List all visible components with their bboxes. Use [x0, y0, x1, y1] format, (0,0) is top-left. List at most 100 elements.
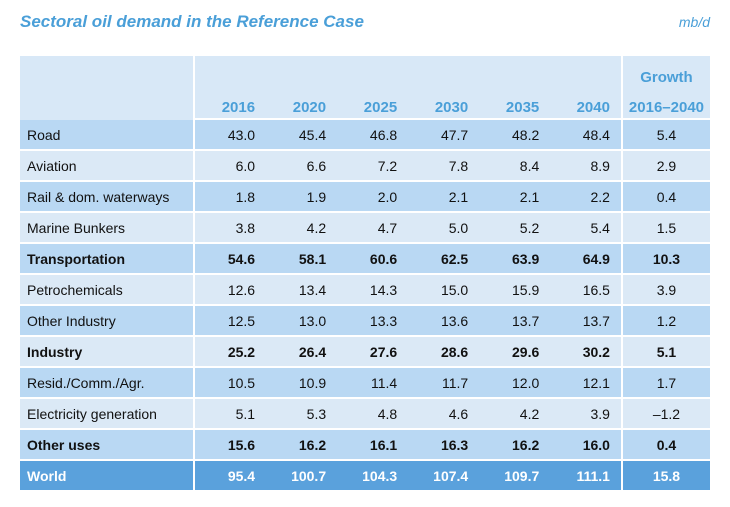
value-cell: 12.1	[550, 368, 621, 399]
oil-demand-table: Growth 2016 2020 2025 2030 2035 2040 201…	[20, 56, 710, 492]
value-cell: 2.1	[479, 182, 551, 213]
value-cell: 6.0	[195, 151, 267, 182]
value-cell: 26.4	[266, 337, 338, 368]
row-label: Petrochemicals	[20, 275, 196, 306]
year-header: 2025	[337, 86, 409, 120]
value-cell: 2.0	[337, 182, 409, 213]
value-cell: 48.4	[550, 120, 621, 151]
value-cell: 13.4	[266, 275, 338, 306]
value-cell: 5.0	[408, 213, 480, 244]
header-blank	[266, 56, 338, 86]
row-label: Resid./Comm./Agr.	[20, 368, 196, 399]
value-cell: 63.9	[479, 244, 551, 275]
value-cell: 64.9	[550, 244, 621, 275]
value-cell: 16.0	[550, 430, 621, 461]
value-cell: 16.2	[266, 430, 338, 461]
value-cell: 30.2	[550, 337, 621, 368]
growth-cell: 5.1	[620, 337, 710, 368]
year-header: 2020	[266, 86, 338, 120]
value-cell: 58.1	[266, 244, 338, 275]
year-header: 2040	[550, 86, 621, 120]
row-label: Rail & dom. waterways	[20, 182, 196, 213]
row-label: Industry	[20, 337, 196, 368]
table-row: Electricity generation 5.1 5.3 4.8 4.6 4.2 3.9…	[20, 399, 710, 430]
value-cell: 104.3	[337, 461, 409, 492]
value-cell: 4.7	[337, 213, 409, 244]
value-cell: 12.0	[479, 368, 551, 399]
growth-cell: 0.4	[620, 182, 710, 213]
growth-cell: 1.7	[620, 368, 710, 399]
header-blank	[550, 56, 621, 86]
table-row: Transportation 54.6 58.1 60.6 62.5 63.9 64.9 10…	[20, 244, 710, 275]
value-cell: 60.6	[337, 244, 409, 275]
table-row: Rail & dom. waterways 1.8 1.9 2.0 2.1 2.1 2.2 0…	[20, 182, 710, 213]
header-blank	[408, 56, 480, 86]
growth-cell: 1.2	[620, 306, 710, 337]
value-cell: 46.8	[337, 120, 409, 151]
value-cell: 5.2	[479, 213, 551, 244]
value-cell: 4.2	[266, 213, 338, 244]
growth-cell: –1.2	[620, 399, 710, 430]
value-cell: 13.6	[408, 306, 480, 337]
value-cell: 15.6	[195, 430, 267, 461]
table-row: Resid./Comm./Agr. 10.5 10.9 11.4 11.7 12.0 12.…	[20, 368, 710, 399]
row-label: Other Industry	[20, 306, 196, 337]
row-label: World	[20, 461, 196, 492]
value-cell: 16.1	[337, 430, 409, 461]
value-cell: 62.5	[408, 244, 480, 275]
value-cell: 2.1	[408, 182, 480, 213]
value-cell: 107.4	[408, 461, 480, 492]
row-label: Aviation	[20, 151, 196, 182]
value-cell: 13.3	[337, 306, 409, 337]
row-label: Electricity generation	[20, 399, 196, 430]
header-blank	[479, 56, 551, 86]
value-cell: 13.7	[550, 306, 621, 337]
value-cell: 45.4	[266, 120, 338, 151]
value-cell: 4.2	[479, 399, 551, 430]
value-cell: 2.2	[550, 182, 621, 213]
value-cell: 10.9	[266, 368, 338, 399]
value-cell: 16.3	[408, 430, 480, 461]
value-cell: 5.1	[195, 399, 267, 430]
value-cell: 8.4	[479, 151, 551, 182]
value-cell: 6.6	[266, 151, 338, 182]
value-cell: 11.7	[408, 368, 480, 399]
value-cell: 95.4	[195, 461, 267, 492]
value-cell: 13.0	[266, 306, 338, 337]
value-cell: 4.6	[408, 399, 480, 430]
unit-label: mb/d	[678, 14, 710, 30]
table-title: Sectoral oil demand in the Reference Cas…	[20, 12, 364, 31]
value-cell: 10.5	[195, 368, 267, 399]
growth-header-top: Growth	[620, 56, 710, 86]
header-blank	[195, 56, 267, 86]
value-cell: 15.9	[479, 275, 551, 306]
row-label: Road	[20, 120, 196, 151]
value-cell: 15.0	[408, 275, 480, 306]
growth-cell: 2.9	[620, 151, 710, 182]
header-label-cell	[20, 56, 196, 120]
value-cell: 3.9	[550, 399, 621, 430]
table-row: Road 43.0 45.4 46.8 47.7 48.2 48.4 5.4	[20, 120, 710, 151]
table-row: Industry 25.2 26.4 27.6 28.6 29.6 30.2 5.1	[20, 337, 710, 368]
row-label: Marine Bunkers	[20, 213, 196, 244]
table-row: World 95.4 100.7 104.3 107.4 109.7 111.1 15.8	[20, 461, 710, 492]
value-cell: 27.6	[337, 337, 409, 368]
value-cell: 8.9	[550, 151, 621, 182]
value-cell: 7.8	[408, 151, 480, 182]
row-label: Transportation	[20, 244, 196, 275]
value-cell: 111.1	[550, 461, 621, 492]
value-cell: 54.6	[195, 244, 267, 275]
header-row-top: Growth	[20, 56, 710, 120]
value-cell: 47.7	[408, 120, 480, 151]
growth-cell: 0.4	[620, 430, 710, 461]
value-cell: 48.2	[479, 120, 551, 151]
table-row: Other uses 15.6 16.2 16.1 16.3 16.2 16.0 0.4	[20, 430, 710, 461]
value-cell: 7.2	[337, 151, 409, 182]
value-cell: 5.4	[550, 213, 621, 244]
value-cell: 11.4	[337, 368, 409, 399]
value-cell: 43.0	[195, 120, 267, 151]
table-row: Other Industry 12.5 13.0 13.3 13.6 13.7 13.7 1.…	[20, 306, 710, 337]
value-cell: 12.5	[195, 306, 267, 337]
value-cell: 1.9	[266, 182, 338, 213]
header-blank	[337, 56, 409, 86]
